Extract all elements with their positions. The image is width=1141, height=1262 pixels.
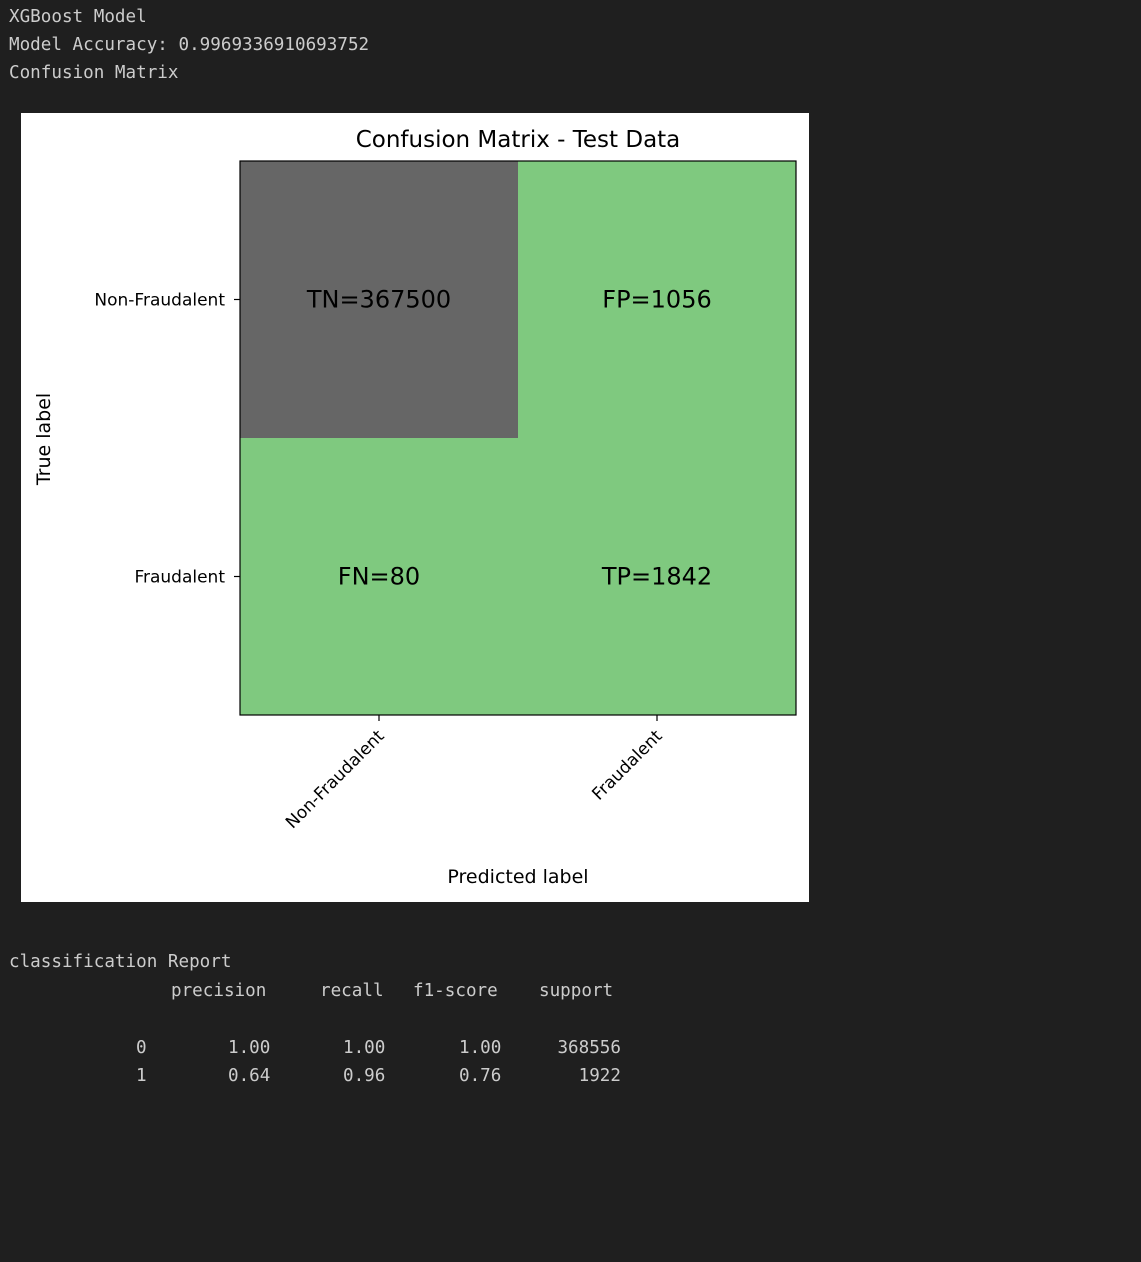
- matrix-cell: [240, 161, 519, 439]
- output-line-model-name: XGBoost Model: [9, 7, 147, 27]
- classification-report: classification Report precision recall f…: [9, 948, 621, 1091]
- report-row-f1: 1.00: [459, 1037, 502, 1058]
- chart-title: Confusion Matrix - Test Data: [356, 127, 681, 153]
- plot-frame: [239, 160, 797, 716]
- y-axis-label: True label: [33, 393, 55, 486]
- matrix-cell-label: TN=367500: [306, 286, 451, 314]
- matrix-cell: [518, 161, 797, 439]
- report-row-label: 1: [136, 1066, 147, 1086]
- output-line-confusion-matrix: Confusion Matrix: [9, 63, 179, 83]
- report-row-label: 0: [136, 1037, 147, 1058]
- report-header-recall: recall: [320, 980, 384, 1001]
- report-header-support: support: [539, 980, 614, 1001]
- matrix-cell: [240, 438, 519, 716]
- confusion-matrix-figure: Confusion Matrix - Test Data TN=367500 FP…: [21, 113, 809, 902]
- report-row-recall: 0.96: [343, 1066, 386, 1086]
- matrix-cell: [518, 438, 797, 716]
- report-blank-row: [9, 1005, 51, 1034]
- report-header-f1: f1-score: [413, 980, 498, 1001]
- report-row-recall: 1.00: [343, 1037, 386, 1058]
- x-tick-label: Fraudalent: [588, 726, 666, 804]
- x-tick-label: Non-Fraudalent: [282, 726, 389, 833]
- y-tick-label: Fraudalent: [134, 568, 225, 588]
- output-line-accuracy: Model Accuracy: 0.9969336910693752: [9, 35, 370, 55]
- matrix-cell-label: FP=1056: [602, 286, 711, 314]
- report-row: 0 1.00 1.00 1.00 368556: [9, 1034, 621, 1063]
- report-row: 1 0.64 0.96 0.76 1922: [9, 1062, 621, 1091]
- report-title-text: classification Report: [9, 952, 232, 972]
- report-row-precision: 0.64: [228, 1066, 271, 1086]
- matrix-cell-label: TP=1842: [601, 563, 712, 591]
- report-title: classification Report: [9, 948, 231, 977]
- report-row-precision: 1.00: [228, 1037, 271, 1058]
- report-row-f1: 0.76: [459, 1066, 502, 1086]
- report-row-support: 368556: [557, 1037, 621, 1058]
- report-header-precision: precision: [171, 980, 267, 1001]
- report-header-row: precision recall f1-score support: [9, 977, 613, 1006]
- y-tick-label: Non-Fraudalent: [94, 291, 225, 311]
- confusion-matrix-chart: Confusion Matrix - Test Data TN=367500 FP…: [33, 127, 797, 888]
- report-row-support: 1922: [578, 1066, 621, 1086]
- x-axis-label: Predicted label: [447, 866, 588, 888]
- matrix-cell-label: FN=80: [338, 563, 420, 591]
